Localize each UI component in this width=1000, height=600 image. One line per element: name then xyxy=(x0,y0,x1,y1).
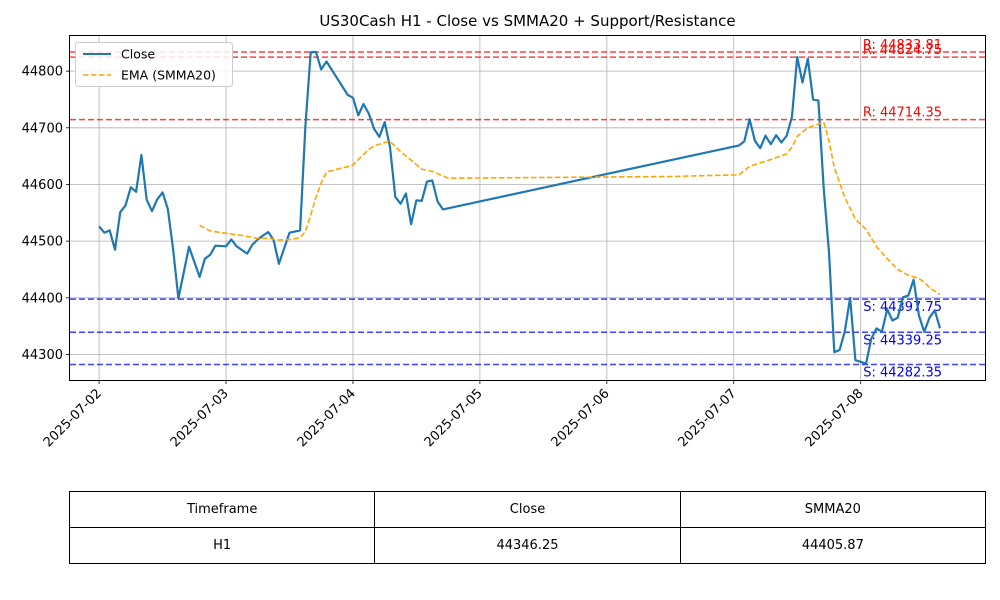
y-tick-label: 44600 xyxy=(22,178,63,193)
resistance-label: R: 44824.75 xyxy=(863,43,942,58)
support-label: S: 44339.25 xyxy=(863,333,942,348)
plot-area-frame xyxy=(69,35,986,381)
resistance-label: R: 44833.81 xyxy=(863,38,942,53)
y-tick-label: 44500 xyxy=(22,235,63,250)
x-tick-label: 2025-07-02 xyxy=(41,386,105,450)
table-cell: 44405.87 xyxy=(679,527,987,564)
chart-legend: Close EMA (SMMA20) xyxy=(75,42,233,87)
legend-frame xyxy=(75,42,233,87)
x-tick-label: 2025-07-03 xyxy=(168,386,232,450)
close-price-line xyxy=(98,50,942,365)
support-label: S: 44397.75 xyxy=(863,300,942,315)
table-header-cell: Timeframe xyxy=(68,491,376,528)
y-tick-label: 44300 xyxy=(22,348,63,363)
chart-title: US30Cash H1 - Close vs SMMA20 + Support/… xyxy=(319,12,735,30)
y-tick-label: 44400 xyxy=(22,291,63,306)
legend-label-close: Close xyxy=(121,47,155,62)
table-cell: 44346.25 xyxy=(374,527,681,564)
grid-lines xyxy=(70,36,985,380)
x-tick-label: 2025-07-06 xyxy=(549,386,613,450)
table-header-cell: Close xyxy=(374,491,681,528)
support-resistance-lines: R: 44833.81R: 44824.75 R: 44714.35 S: 4439… xyxy=(70,38,985,381)
table-cell: H1 xyxy=(68,527,376,564)
x-tick-label: 2025-07-08 xyxy=(802,386,866,450)
x-tick-label: 2025-07-04 xyxy=(295,386,359,450)
x-tick-label: 2025-07-07 xyxy=(676,386,740,450)
resistance-label: R: 44714.35 xyxy=(863,106,942,121)
support-label: S: 44282.35 xyxy=(863,366,942,381)
table-row: H1 44346.25 44405.87 xyxy=(68,527,987,564)
table-header-cell: SMMA20 xyxy=(679,491,987,528)
x-tick-label: 2025-07-05 xyxy=(422,386,486,450)
summary-table: Timeframe Close SMMA20 H1 44346.25 44405… xyxy=(68,491,987,564)
legend-label-smma20: EMA (SMMA20) xyxy=(121,68,216,83)
smma20-line xyxy=(199,121,941,296)
y-tick-label: 44700 xyxy=(22,121,63,136)
table-header-row: Timeframe Close SMMA20 xyxy=(68,491,987,528)
y-tick-label: 44800 xyxy=(22,65,63,80)
series-lines xyxy=(98,50,942,365)
axes: 2025-07-02 2025-07-03 2025-07-04 2025-07-05… xyxy=(22,65,867,451)
